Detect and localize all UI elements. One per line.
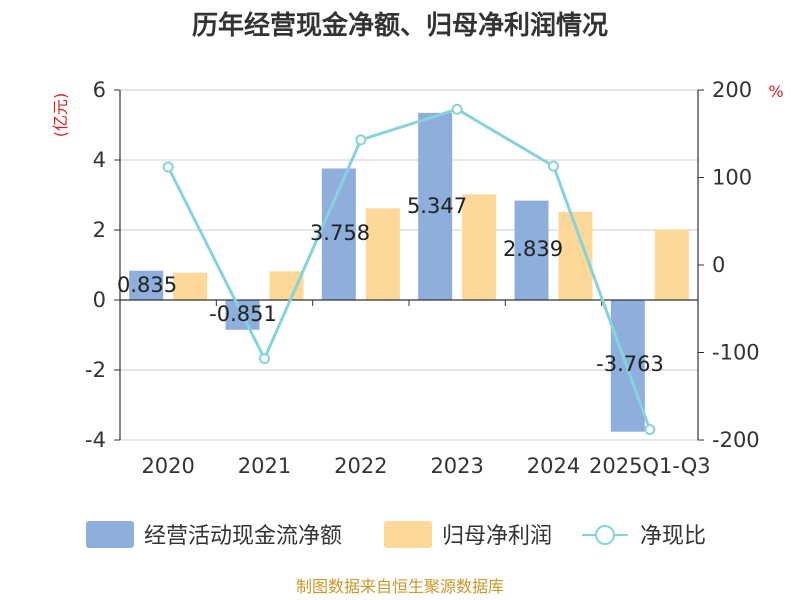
ratio-point <box>259 353 270 365</box>
net-profit-bar <box>365 208 400 300</box>
category-label: 2023 <box>430 454 483 478</box>
legend-marker <box>595 525 615 545</box>
ratio-line <box>162 103 656 435</box>
right-tick-label: 0 <box>712 253 725 277</box>
bar-value-label: 5.347 <box>407 194 467 218</box>
legend-item: 归母净利润 <box>384 521 552 549</box>
legend-item: 净现比 <box>582 524 706 549</box>
cash-flow-bar <box>418 112 453 300</box>
net-profit-bar <box>654 229 689 300</box>
legend-label: 归母净利润 <box>442 524 552 549</box>
net-profit-bar <box>462 194 497 300</box>
bar-value-label: -0.851 <box>209 302 277 326</box>
legend-label: 净现比 <box>640 524 706 549</box>
bar-value-label: 2.839 <box>503 237 563 261</box>
category-label: 2021 <box>238 454 291 478</box>
gridlines <box>120 89 698 441</box>
legend: 经营活动现金流净额 归母净利润 净现比 <box>86 521 706 549</box>
left-tick-label: 6 <box>93 78 106 102</box>
ratio-point <box>644 424 656 435</box>
left-axis-unit: (亿元) <box>51 93 70 138</box>
right-tick-label: 100 <box>712 166 752 190</box>
bars <box>129 112 689 432</box>
category-label: 2025Q1-Q3 <box>589 454 711 478</box>
cash-flow-bar <box>129 270 164 300</box>
category-label: 2020 <box>141 454 194 478</box>
bar-value-label: 0.835 <box>117 273 177 297</box>
legend-swatch <box>86 521 134 548</box>
source-note: 制图数据来自恒生聚源数据库 <box>296 577 504 596</box>
left-tick-label: 0 <box>93 288 106 312</box>
ratio-point <box>162 161 174 173</box>
right-tick-label: -200 <box>712 428 760 452</box>
cash-flow-bar <box>514 200 549 300</box>
left-tick-label: 4 <box>93 148 106 172</box>
ratio-point <box>451 103 463 115</box>
bar-value-label: 3.758 <box>310 221 370 245</box>
chart-title: 历年经营现金净额、归母净利润情况 <box>192 10 608 41</box>
legend-item: 经营活动现金流净额 <box>86 521 342 549</box>
right-axis-unit: % <box>768 82 783 101</box>
ratio-point <box>548 160 559 172</box>
left-tick-label: -2 <box>85 358 106 382</box>
category-label: 2024 <box>527 454 580 478</box>
category-label: 2022 <box>334 454 387 478</box>
bar-value-label: -3.763 <box>596 352 664 376</box>
right-tick-label: 200 <box>712 78 752 102</box>
net-profit-bar <box>173 272 208 300</box>
net-profit-bar <box>269 271 304 300</box>
legend-swatch <box>384 521 432 548</box>
left-tick-label: -4 <box>85 428 106 452</box>
tick-labels: 6 4 2 0 -2 -4 200 100 0 -100 -200 2020 2021 2022 2023 2… <box>85 78 760 478</box>
ratio-series-line <box>166 107 652 431</box>
ratio-point <box>355 134 367 146</box>
legend-label: 经营活动现金流净额 <box>144 524 342 549</box>
left-tick-label: 2 <box>93 218 106 242</box>
right-tick-label: -100 <box>712 341 760 365</box>
data-labels: 0.835 -0.851 3.758 5.347 2.839 -3.763 <box>117 194 664 376</box>
